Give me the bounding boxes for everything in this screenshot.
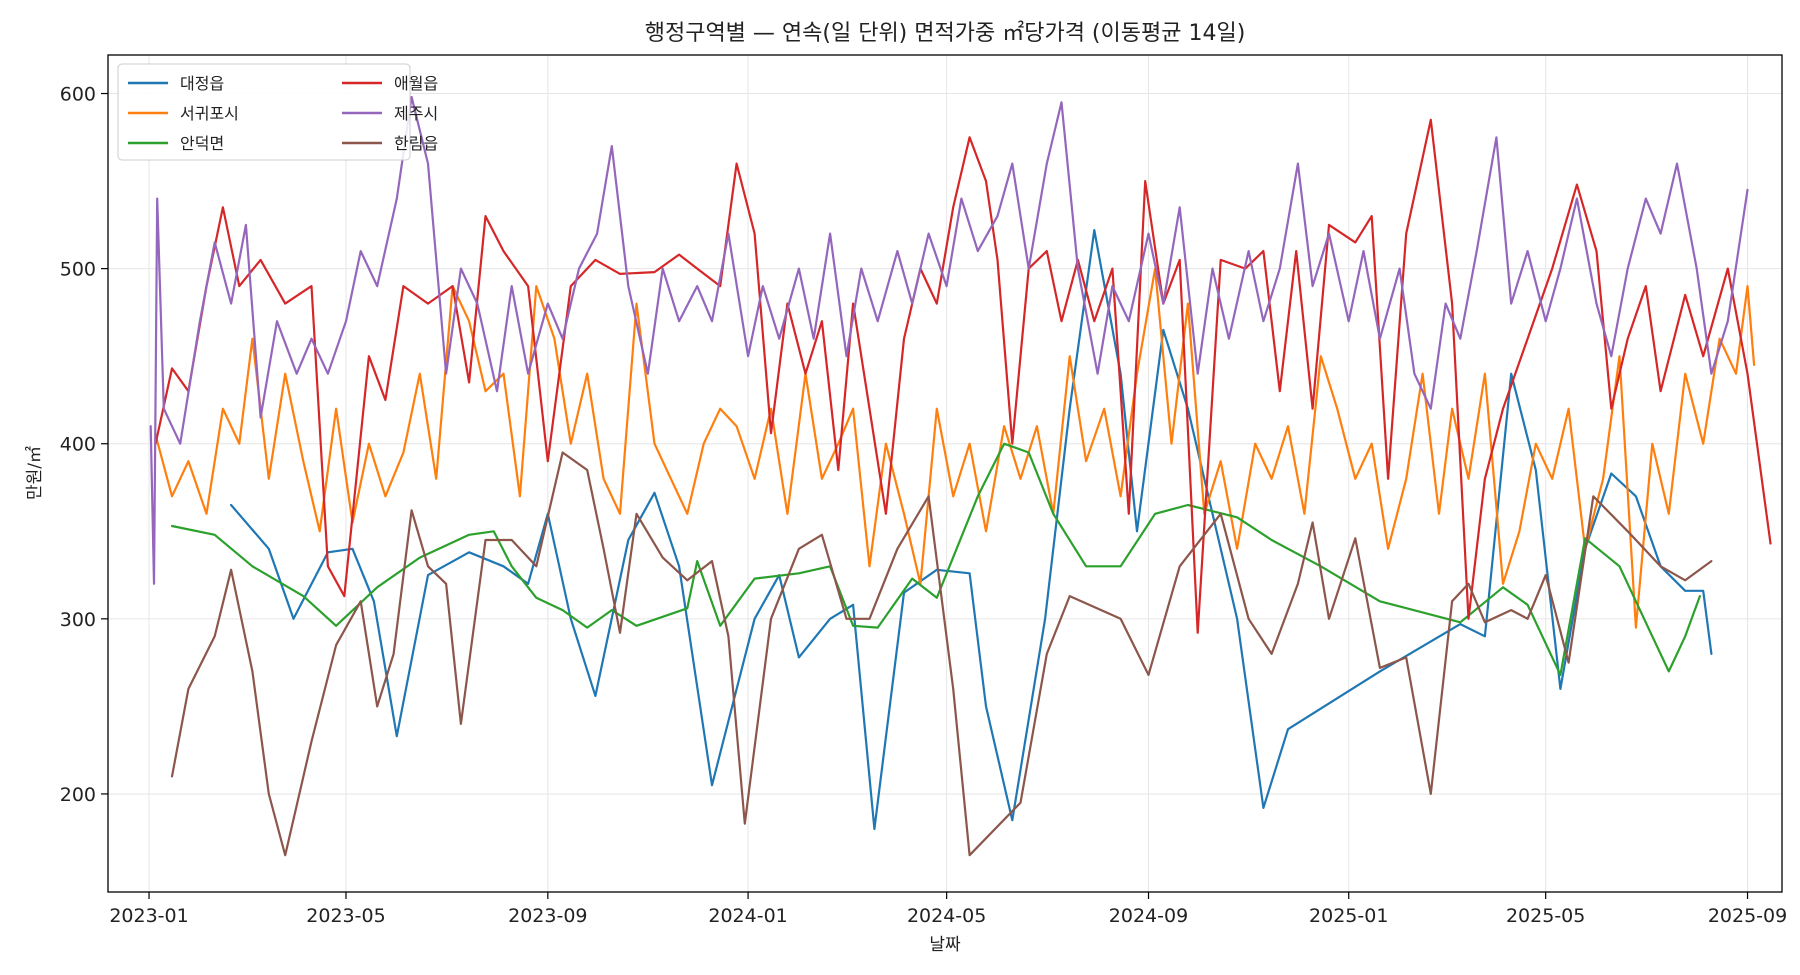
series-line-6 — [170, 451, 1713, 857]
x-tick-label: 2025-01 — [1309, 905, 1388, 927]
x-tick-label: 2025-05 — [1506, 905, 1585, 927]
axes: 2023-01 2023-05 2023-09 2024-01 2024-05 2024-… — [60, 84, 1787, 927]
series-line-2 — [154, 267, 1756, 629]
series-line-4 — [154, 118, 1772, 634]
legend-box — [117, 63, 411, 161]
legend-label-2: 서귀포시 — [180, 104, 239, 123]
x-tick-label: 2025-09 — [1708, 905, 1787, 927]
series-line-5 — [149, 95, 1749, 585]
plot-frame — [107, 54, 1783, 893]
legend-label-3: 안덕면 — [180, 134, 224, 153]
series-line-1 — [230, 229, 1713, 831]
y-tick-label: 600 — [60, 84, 96, 106]
x-tick-label: 2024-05 — [907, 905, 986, 927]
y-tick-label: 400 — [60, 434, 96, 456]
chart-title: 행정구역별 — 연속(일 단위) 면적가중 ㎡당가격 (이동평균 14일) — [645, 20, 1246, 46]
legend-label-5: 제주시 — [394, 104, 438, 123]
x-tick-label: 2023-05 — [306, 905, 385, 927]
x-tick-label: 2023-09 — [508, 905, 587, 927]
y-axis-label: 만원/㎡ — [25, 446, 45, 500]
x-tick-label: 2024-01 — [708, 905, 787, 927]
legend-label-4: 애월읍 — [394, 74, 438, 93]
series-lines — [149, 95, 1772, 857]
x-tick-label: 2024-09 — [1109, 905, 1188, 927]
legend-label-1: 대정읍 — [180, 74, 224, 93]
x-tick-label: 2023-01 — [109, 905, 188, 927]
y-tick-label: 300 — [60, 609, 96, 631]
x-axis-label: 날짜 — [929, 935, 961, 955]
series-line-3 — [170, 442, 1702, 677]
y-tick-label: 500 — [60, 259, 96, 281]
legend-label-6: 한림읍 — [394, 134, 438, 153]
y-tick-label: 200 — [60, 784, 96, 806]
